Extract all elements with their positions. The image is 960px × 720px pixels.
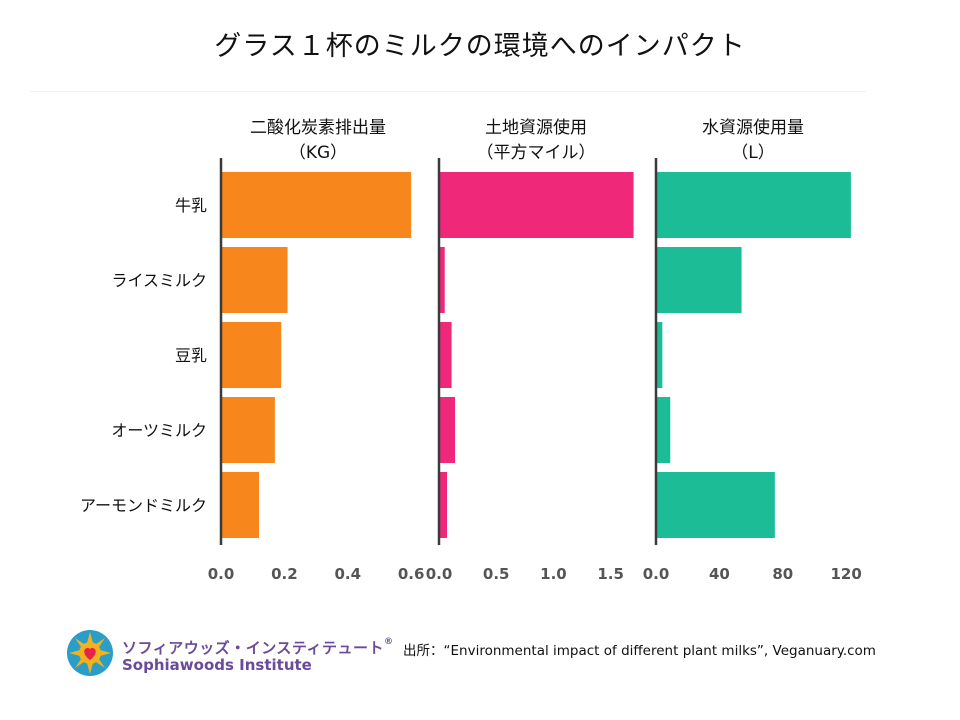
panel-title: 土地資源使用 bbox=[485, 117, 587, 138]
tick-label: 40 bbox=[709, 565, 730, 583]
bar bbox=[656, 322, 663, 388]
tick-label: 80 bbox=[772, 565, 793, 583]
category-label: 豆乳 bbox=[175, 346, 207, 365]
chart-title: グラス１杯のミルクの環境へのインパクト bbox=[214, 31, 746, 62]
tick-label: 0.6 bbox=[398, 565, 425, 583]
category-label: ライスミルク bbox=[111, 271, 207, 290]
tick-label: 120 bbox=[830, 565, 861, 583]
tick-label: 0.2 bbox=[271, 565, 298, 583]
bar bbox=[221, 172, 412, 238]
bar bbox=[221, 397, 275, 463]
bar bbox=[439, 472, 448, 538]
category-label: アーモンドミルク bbox=[80, 496, 207, 515]
panel-subtitle: （KG） bbox=[289, 143, 347, 163]
panel-subtitle: （L） bbox=[731, 143, 774, 163]
bar bbox=[656, 172, 851, 238]
top-divider bbox=[30, 91, 866, 92]
panel-title: 二酸化炭素排出量 bbox=[250, 118, 386, 138]
source-citation: 出所：“Environmental impact of different pl… bbox=[403, 643, 876, 659]
bar bbox=[221, 322, 282, 388]
tick-label: 0.0 bbox=[643, 565, 670, 583]
tick-label: 0.0 bbox=[426, 565, 453, 583]
panel-title: 水資源使用量 bbox=[702, 117, 804, 138]
bar bbox=[439, 247, 445, 313]
sophiawoods-logo-icon bbox=[67, 630, 113, 676]
logo-text-japanese: ソフィアウッズ・インスティテュート® bbox=[122, 637, 394, 658]
bar bbox=[221, 247, 288, 313]
bar bbox=[439, 397, 456, 463]
category-label: 牛乳 bbox=[175, 196, 207, 215]
tick-label: 0.0 bbox=[208, 565, 235, 583]
tick-label: 0.4 bbox=[334, 565, 361, 583]
category-label: オーツミルク bbox=[111, 421, 207, 440]
bar bbox=[439, 322, 452, 388]
tick-label: 1.5 bbox=[597, 565, 624, 583]
logo-name-jp: ソフィアウッズ・インスティテュート bbox=[122, 639, 385, 657]
bar bbox=[439, 172, 634, 238]
bar bbox=[656, 397, 671, 463]
panel-subtitle: （平方マイル） bbox=[477, 143, 596, 163]
tick-label: 0.5 bbox=[483, 565, 510, 583]
bar bbox=[221, 472, 260, 538]
bar bbox=[656, 247, 742, 313]
tick-label: 1.0 bbox=[540, 565, 567, 583]
registered-mark: ® bbox=[384, 637, 394, 647]
logo-text-english: Sophiawoods Institute bbox=[122, 656, 312, 674]
bar bbox=[656, 472, 775, 538]
